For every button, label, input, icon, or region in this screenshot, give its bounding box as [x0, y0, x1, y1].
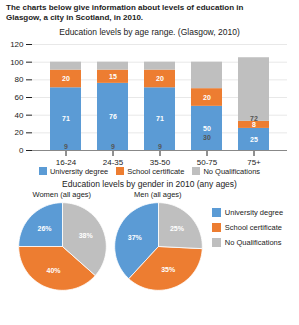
html-text:School certificate: School certificate	[127, 166, 185, 176]
svg-text:80: 80	[15, 75, 24, 84]
svg-text:37%: 37%	[128, 233, 143, 240]
html-text:Women (all ages): Women (all ages)	[32, 189, 92, 199]
svg-text:25: 25	[250, 135, 258, 142]
html-text:University degree: University degree	[49, 166, 109, 176]
svg-text:9: 9	[111, 143, 115, 150]
html-text:No Qualifications: No Qualifications	[224, 237, 282, 247]
svg-text:24-35: 24-35	[103, 158, 124, 166]
svg-text:38%: 38%	[78, 232, 93, 239]
svg-text:20: 20	[203, 94, 211, 101]
svg-text:75+: 75+	[247, 158, 261, 166]
svg-text:26%: 26%	[37, 225, 52, 232]
svg-text:9: 9	[64, 143, 68, 150]
svg-text:40: 40	[15, 111, 24, 120]
svg-text:9: 9	[158, 143, 162, 150]
html-text:University degree: University degree	[224, 207, 284, 217]
html-text:Men (all ages): Men (all ages)	[134, 189, 182, 199]
svg-text:120: 120	[10, 40, 24, 49]
html-text:Education levels by age range.: Education levels by age range. (Glasgow,…	[59, 26, 240, 37]
html-text:Education levels by gender in: Education levels by gender in 2010 (any …	[62, 178, 237, 189]
svg-text:60: 60	[15, 93, 24, 102]
svg-text:72: 72	[250, 115, 258, 122]
svg-text:20: 20	[156, 75, 164, 82]
svg-text:71: 71	[62, 115, 70, 122]
svg-text:71: 71	[156, 115, 164, 122]
html-text:School certificate: School certificate	[224, 222, 282, 232]
svg-text:20: 20	[15, 128, 24, 137]
svg-text:40%: 40%	[46, 266, 61, 273]
svg-text:30: 30	[203, 133, 211, 140]
svg-text:50-75: 50-75	[197, 158, 218, 166]
svg-text:50: 50	[203, 124, 211, 131]
svg-text:16-24: 16-24	[56, 158, 77, 166]
html-text:No Qualifications: No Qualifications	[203, 166, 261, 176]
svg-text:15: 15	[109, 73, 117, 80]
svg-text:25%: 25%	[170, 225, 185, 232]
svg-text:35-50: 35-50	[150, 158, 171, 166]
html-text:The charts below give informat: The charts below give information about …	[6, 3, 244, 23]
svg-text:76: 76	[109, 113, 117, 120]
svg-text:20: 20	[62, 75, 70, 82]
svg-text:100: 100	[10, 58, 24, 67]
svg-text:8: 8	[252, 121, 256, 128]
svg-text:0: 0	[19, 146, 24, 155]
svg-text:35%: 35%	[161, 266, 176, 273]
